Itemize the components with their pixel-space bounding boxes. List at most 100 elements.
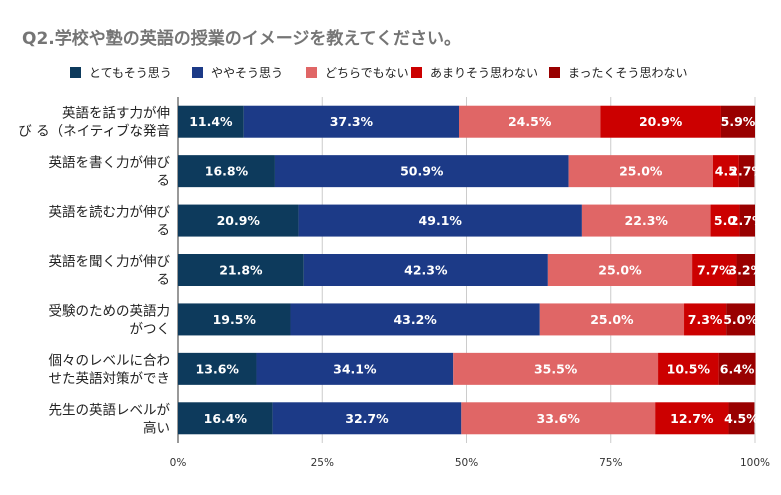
legend-label: あまりそう思わない xyxy=(430,66,539,80)
bar-segment xyxy=(712,155,739,188)
bar-segment xyxy=(453,352,659,385)
bar-value-label: 4.5% xyxy=(724,411,759,426)
bar-value-label: 16.4% xyxy=(204,411,248,426)
bar-value-label: 33.6% xyxy=(537,411,581,426)
bar-segment xyxy=(736,254,755,286)
bar-value-label: 7.3% xyxy=(688,312,723,327)
legend-item: とてもそう思う xyxy=(70,64,172,81)
x-tick-label: 25% xyxy=(311,457,334,469)
bar-segment xyxy=(178,352,257,385)
bar-segment xyxy=(568,155,713,188)
bar-segment xyxy=(178,303,291,336)
bar-value-label: 35.5% xyxy=(534,361,578,376)
chart-title: Q2.学校や塾の英語の授業のイメージを教えてください。 xyxy=(22,29,462,49)
bar-value-label: 13.6% xyxy=(196,361,240,376)
legend-swatch xyxy=(70,67,81,78)
bar-value-label: 10.5% xyxy=(667,361,711,376)
bar-segment xyxy=(655,402,729,435)
bar-value-label: 34.1% xyxy=(333,361,377,376)
bar-value-label: 19.5% xyxy=(213,312,257,327)
bar-segment xyxy=(658,352,719,385)
category-label: 英語を書く力が伸び xyxy=(49,154,171,171)
bar-value-label: 20.9% xyxy=(639,114,683,129)
bar-segment xyxy=(298,204,582,237)
bar-value-label: 42.3% xyxy=(404,263,448,278)
bar-segment xyxy=(272,402,462,435)
legend-swatch xyxy=(549,67,560,78)
category-label: 個々のレベルに合わ xyxy=(49,353,171,369)
bar-segment xyxy=(290,303,540,336)
category-label: 英語を読む力が伸び xyxy=(49,204,171,221)
bar-value-label: 2.7% xyxy=(730,213,765,228)
bar-value-label: 5.0% xyxy=(723,312,758,327)
bar-segment xyxy=(684,303,727,336)
bar-value-label: 7.7% xyxy=(697,263,732,278)
category-label: がつく xyxy=(130,321,171,337)
bar-value-label: 5.9% xyxy=(721,114,756,129)
category-label: 英語を話す力が伸 xyxy=(62,105,170,122)
bar-segment xyxy=(178,402,273,435)
bar-segment xyxy=(738,155,755,188)
bar-segment xyxy=(710,204,740,237)
bar-segment xyxy=(600,105,721,138)
bar-value-label: 21.8% xyxy=(219,263,263,278)
x-tick-label: 50% xyxy=(455,457,478,469)
bar-value-label: 11.4% xyxy=(189,114,233,129)
bar-value-label: 32.7% xyxy=(345,411,389,426)
legend-label: まったくそう思わない xyxy=(568,66,688,80)
bar-value-label: 20.9% xyxy=(217,213,261,228)
bar-segment xyxy=(581,204,711,237)
legend-label: どちらでもない xyxy=(325,66,409,80)
x-tick-label: 75% xyxy=(599,457,622,469)
bar-segment xyxy=(726,303,755,336)
category-label: 受験のための英語力 xyxy=(49,302,171,319)
bar-value-label: 49.1% xyxy=(419,213,463,228)
bar-value-label: 16.8% xyxy=(205,164,249,179)
bar-segment xyxy=(178,254,304,286)
category-label: る xyxy=(157,173,171,189)
bar-value-label: 37.3% xyxy=(330,114,374,129)
category-label: る xyxy=(157,223,171,239)
bar-segment xyxy=(692,254,737,286)
bar-value-label: 4.5 xyxy=(715,164,737,179)
bar-segment xyxy=(274,155,569,188)
bar-segment xyxy=(458,105,601,138)
bar-value-label: 2.7% xyxy=(729,164,764,179)
bar-segment xyxy=(461,402,656,435)
bar-value-label: 25.0% xyxy=(619,164,663,179)
bar-value-label: 12.7% xyxy=(670,411,714,426)
bar-value-label: 43.2% xyxy=(393,312,437,327)
bar-segment xyxy=(547,254,693,286)
bar-segment xyxy=(178,155,275,188)
bar-segment xyxy=(256,352,454,385)
category-label: 先生の英語レベルが xyxy=(49,401,171,418)
bar-value-label: 25.0% xyxy=(598,263,642,278)
x-tick-label: 0% xyxy=(170,457,187,469)
bar-value-label: 25.0% xyxy=(590,312,634,327)
bar-segment xyxy=(178,105,244,138)
category-label: び る（ネイティブな発音 xyxy=(18,123,170,140)
legend-swatch xyxy=(411,67,422,78)
legend: とてもそう思う ややそう思う どちらでもない あまりそう思わない まったくそう思わない xyxy=(70,64,781,82)
legend-item: まったくそう思わない xyxy=(549,64,688,81)
bar-segment xyxy=(718,352,756,385)
category-label: 高い xyxy=(143,419,170,436)
bar-value-label: 22.3% xyxy=(625,213,669,228)
bar-segment xyxy=(303,254,548,286)
legend-item: どちらでもない xyxy=(306,64,409,81)
bar-segment xyxy=(539,303,685,336)
bar-segment xyxy=(739,204,755,237)
bar-value-label: 50.9% xyxy=(400,164,444,179)
category-label: せた英語対策ができ xyxy=(49,370,171,387)
legend-item: あまりそう思わない xyxy=(411,64,538,81)
x-tick-label: 100% xyxy=(740,457,770,469)
legend-swatch xyxy=(192,67,203,78)
category-label: る xyxy=(157,272,171,288)
bar-value-label: 6.4% xyxy=(720,361,755,376)
legend-item: ややそう思う xyxy=(192,64,283,81)
legend-label: ややそう思う xyxy=(211,66,284,80)
bar-segment xyxy=(720,105,755,138)
bar-segment xyxy=(178,204,299,237)
